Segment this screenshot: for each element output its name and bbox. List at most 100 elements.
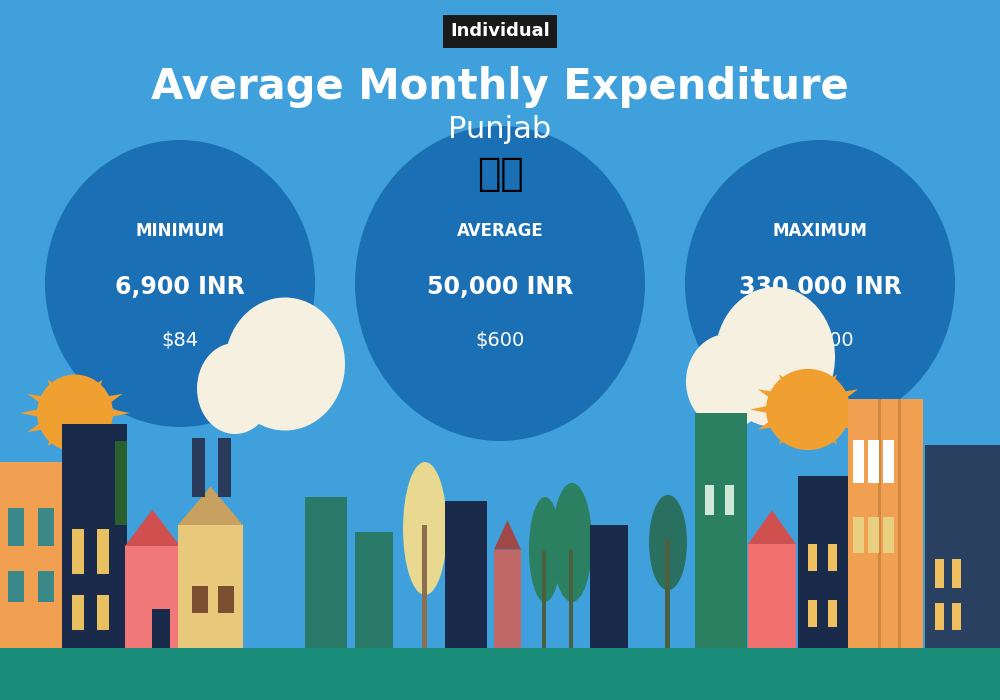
Polygon shape bbox=[831, 416, 858, 430]
Bar bbox=[0, 648, 1000, 700]
Polygon shape bbox=[48, 379, 67, 398]
Bar bbox=[853, 440, 864, 483]
Bar bbox=[898, 399, 901, 648]
Bar bbox=[494, 550, 521, 648]
Bar bbox=[665, 539, 670, 648]
Polygon shape bbox=[800, 431, 816, 450]
Bar bbox=[72, 595, 84, 630]
Polygon shape bbox=[68, 374, 82, 393]
Polygon shape bbox=[27, 419, 54, 432]
Polygon shape bbox=[47, 428, 67, 447]
Bar bbox=[355, 532, 393, 648]
Bar bbox=[808, 544, 817, 570]
Ellipse shape bbox=[403, 462, 447, 595]
Bar bbox=[192, 586, 208, 612]
Bar bbox=[925, 444, 1000, 648]
Polygon shape bbox=[758, 416, 785, 430]
Polygon shape bbox=[104, 408, 130, 418]
Bar bbox=[38, 570, 54, 602]
Polygon shape bbox=[96, 393, 123, 407]
Bar bbox=[8, 570, 24, 602]
Bar bbox=[445, 500, 487, 648]
Text: Individual: Individual bbox=[450, 22, 550, 41]
Text: AVERAGE: AVERAGE bbox=[457, 222, 543, 240]
Bar bbox=[883, 440, 894, 483]
Bar bbox=[569, 550, 573, 648]
Ellipse shape bbox=[355, 126, 645, 441]
Bar bbox=[868, 440, 879, 483]
Ellipse shape bbox=[715, 287, 835, 427]
Bar bbox=[798, 476, 850, 648]
Text: MAXIMUM: MAXIMUM bbox=[773, 222, 867, 240]
Polygon shape bbox=[800, 369, 816, 388]
Bar bbox=[952, 559, 961, 588]
Polygon shape bbox=[83, 428, 102, 447]
Ellipse shape bbox=[529, 497, 561, 602]
Bar bbox=[952, 603, 961, 630]
Bar bbox=[62, 424, 127, 648]
Bar bbox=[935, 603, 944, 630]
Bar bbox=[218, 438, 231, 497]
Bar bbox=[422, 525, 427, 648]
Bar bbox=[725, 485, 734, 514]
Bar bbox=[808, 600, 817, 626]
Polygon shape bbox=[839, 404, 866, 415]
Bar bbox=[72, 528, 84, 574]
Bar bbox=[883, 517, 894, 553]
Bar bbox=[97, 528, 109, 574]
Polygon shape bbox=[817, 426, 837, 444]
Polygon shape bbox=[27, 393, 54, 407]
Polygon shape bbox=[96, 419, 123, 433]
Bar bbox=[853, 517, 864, 553]
Bar bbox=[97, 595, 109, 630]
Bar bbox=[218, 586, 234, 612]
Polygon shape bbox=[831, 389, 858, 403]
Polygon shape bbox=[779, 426, 799, 444]
Polygon shape bbox=[125, 510, 180, 546]
Bar bbox=[590, 525, 628, 648]
Bar bbox=[125, 546, 180, 648]
Bar bbox=[705, 485, 714, 514]
Polygon shape bbox=[178, 486, 243, 525]
Bar bbox=[828, 544, 837, 570]
Text: Punjab: Punjab bbox=[448, 115, 552, 144]
Polygon shape bbox=[779, 374, 799, 393]
Ellipse shape bbox=[37, 374, 113, 452]
Text: 6,900 INR: 6,900 INR bbox=[115, 275, 245, 299]
Bar bbox=[38, 508, 54, 546]
Bar bbox=[848, 399, 923, 648]
Polygon shape bbox=[68, 433, 82, 452]
Polygon shape bbox=[20, 408, 46, 418]
Ellipse shape bbox=[686, 334, 770, 429]
Polygon shape bbox=[817, 374, 837, 393]
Bar bbox=[935, 559, 944, 588]
Bar bbox=[0, 462, 65, 648]
Text: $84: $84 bbox=[161, 331, 199, 351]
Text: MINIMUM: MINIMUM bbox=[135, 222, 225, 240]
Bar bbox=[115, 441, 127, 525]
Bar bbox=[828, 600, 837, 626]
Bar bbox=[695, 413, 747, 648]
Ellipse shape bbox=[649, 495, 687, 590]
Ellipse shape bbox=[552, 483, 592, 602]
Bar bbox=[748, 544, 796, 648]
Bar bbox=[178, 525, 243, 648]
Bar bbox=[868, 517, 879, 553]
Ellipse shape bbox=[45, 140, 315, 427]
Text: $4,000: $4,000 bbox=[786, 331, 854, 351]
Bar bbox=[8, 508, 24, 546]
Ellipse shape bbox=[225, 298, 345, 430]
Text: Average Monthly Expenditure: Average Monthly Expenditure bbox=[151, 66, 849, 108]
Text: 🇮🇳: 🇮🇳 bbox=[477, 155, 523, 192]
Bar bbox=[305, 497, 347, 648]
Bar bbox=[878, 399, 881, 648]
Bar bbox=[192, 438, 205, 497]
Ellipse shape bbox=[766, 369, 850, 450]
Text: 50,000 INR: 50,000 INR bbox=[427, 275, 573, 299]
Ellipse shape bbox=[197, 343, 273, 434]
Ellipse shape bbox=[685, 140, 955, 427]
Text: 330,000 INR: 330,000 INR bbox=[739, 275, 901, 299]
Polygon shape bbox=[83, 379, 103, 398]
Polygon shape bbox=[750, 404, 777, 415]
Polygon shape bbox=[758, 389, 785, 403]
